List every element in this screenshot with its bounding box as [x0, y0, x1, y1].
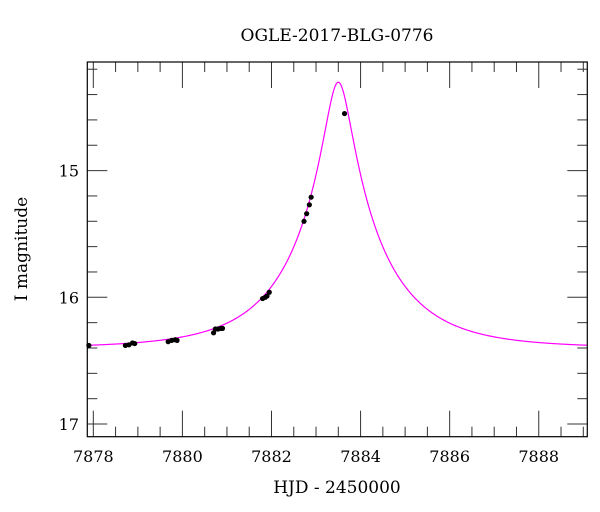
data-point	[264, 293, 270, 299]
data-point	[301, 218, 307, 224]
data-point	[304, 211, 310, 217]
data-point	[266, 289, 272, 295]
x-tick-label: 7878	[73, 447, 114, 466]
y-tick-label: 17	[59, 415, 79, 434]
plot-frame	[86, 61, 588, 438]
data-point	[306, 202, 312, 208]
y-tick-label: 16	[59, 288, 79, 307]
x-tick-label: 7882	[251, 447, 292, 466]
data-point	[219, 325, 226, 331]
data-point	[308, 194, 314, 200]
data-point	[341, 110, 348, 117]
y-axis-label: I magnitude	[12, 197, 32, 301]
data-point	[174, 337, 180, 343]
x-tick-label: 7886	[429, 447, 470, 466]
plot-area	[86, 81, 588, 349]
x-axis-label: HJD - 2450000	[273, 478, 401, 498]
chart-title: OGLE-2017-BLG-0776	[241, 26, 434, 46]
x-tick-label: 7884	[340, 447, 381, 466]
x-tick-label: 7880	[162, 447, 203, 466]
y-tick-label: 15	[59, 162, 79, 181]
x-tick-label: 7888	[518, 447, 559, 466]
model-curve	[87, 81, 588, 346]
axis-ticks	[87, 62, 588, 437]
data-point	[132, 340, 138, 347]
tick-labels: 7878 7880 7882 7884 7886 7888 15 16 17	[59, 162, 559, 466]
